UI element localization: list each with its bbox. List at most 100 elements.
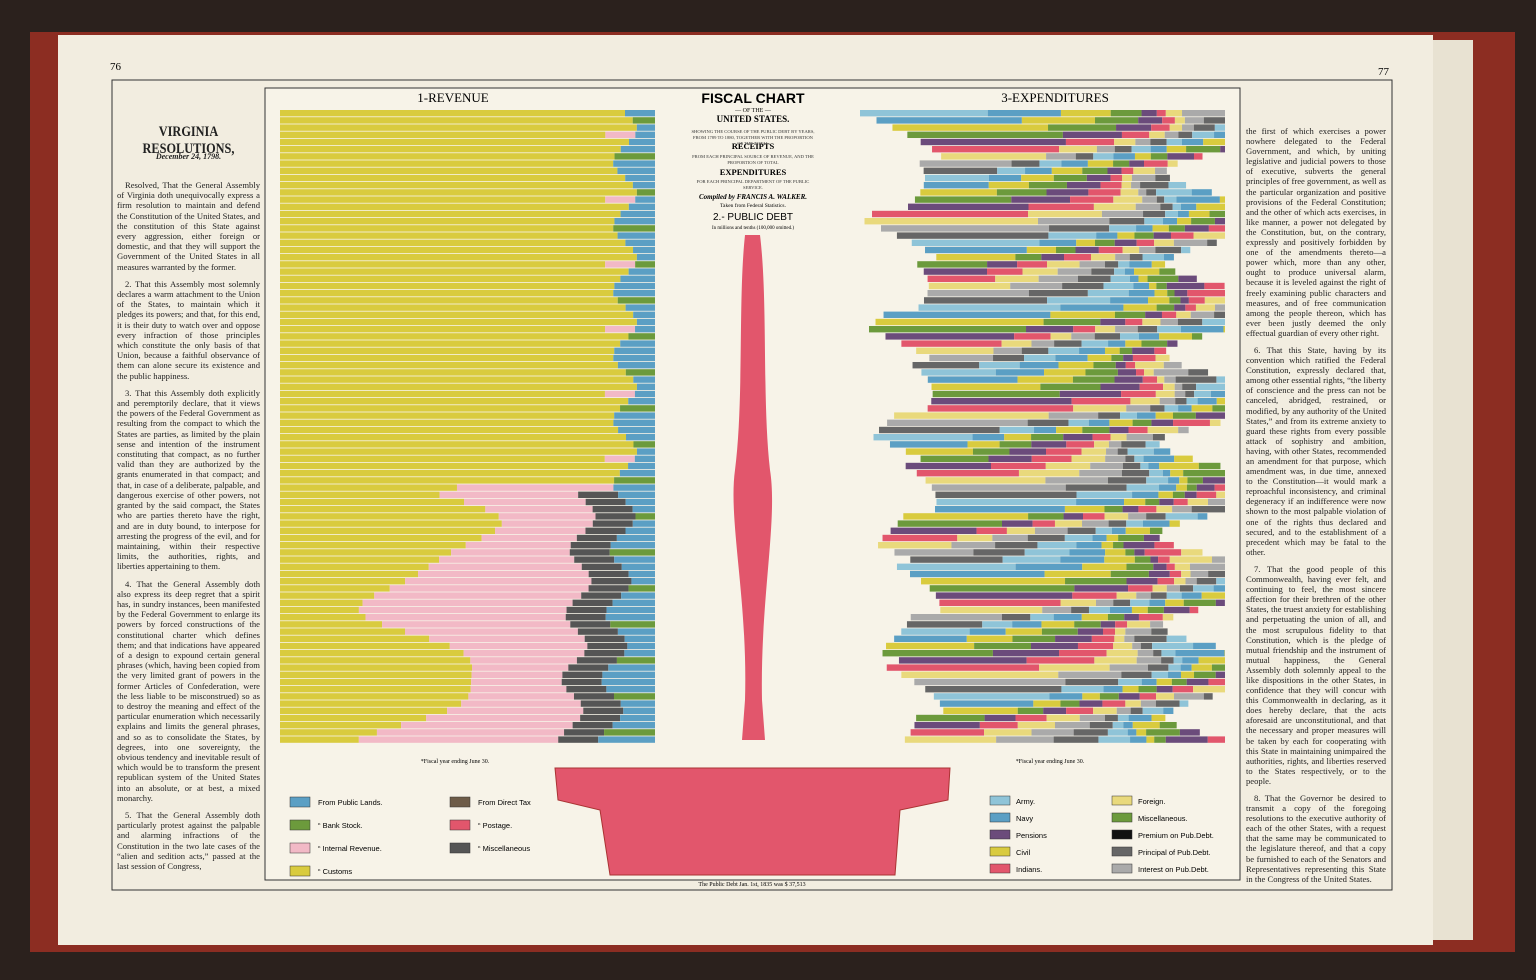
stripe (1060, 556, 1105, 563)
stripe (936, 498, 1077, 506)
legend-swatch (449, 796, 471, 808)
stripe (1182, 124, 1194, 131)
stripe (1175, 398, 1187, 405)
stripe (1108, 520, 1127, 527)
stripe (605, 326, 636, 333)
stripe (621, 592, 655, 599)
paragraph: 6. That this State, having by its conven… (1246, 344, 1386, 557)
stripe (1170, 232, 1194, 239)
stripe (1135, 203, 1161, 210)
stripe (1111, 354, 1124, 362)
stripe (933, 693, 1050, 700)
stripe (1061, 686, 1104, 693)
stripe (1028, 210, 1102, 218)
stripe (941, 153, 1047, 160)
stripe (280, 318, 637, 326)
stripe (468, 693, 574, 700)
stripe (1179, 700, 1189, 707)
stripe (1208, 678, 1225, 686)
stripe (1104, 506, 1123, 513)
stripe (1113, 599, 1131, 606)
stripe (1162, 470, 1171, 477)
stripe (280, 268, 629, 275)
resolutions-date: December 24, 1798. (155, 152, 222, 161)
stripe (898, 657, 1027, 664)
stripe (1142, 254, 1164, 261)
stripe (280, 722, 402, 729)
stripe (280, 275, 621, 282)
stripe (1028, 290, 1088, 297)
stripe (882, 534, 958, 542)
text: In millions and tenths (100,000 omitted.… (712, 226, 794, 231)
legend-label: Army. (1016, 797, 1035, 806)
stripe (633, 311, 655, 318)
stripe (1138, 275, 1148, 282)
stripe (1121, 441, 1146, 448)
paragraph: 4. That the General Assembly doth also e… (117, 578, 260, 803)
stripe (280, 549, 452, 556)
stripe (610, 621, 655, 628)
stripe (984, 729, 1032, 736)
stripe (879, 426, 1000, 434)
stripe (280, 412, 615, 419)
paragraph: 2. That this Assembly most solemnly decl… (117, 278, 260, 381)
stripe (1114, 239, 1137, 246)
stripe (1095, 326, 1116, 333)
stripe (1142, 196, 1157, 203)
stripe (1138, 189, 1147, 196)
stripe (280, 326, 606, 333)
stripe (625, 369, 655, 376)
stripe (280, 520, 502, 527)
stripe (976, 527, 1007, 534)
stripe (979, 722, 1018, 729)
stripe (1129, 254, 1143, 261)
stripe (612, 599, 655, 606)
stripe (585, 527, 626, 534)
stripe (598, 736, 655, 743)
stripe (1017, 722, 1055, 729)
stripe (358, 606, 567, 614)
stripe (1054, 340, 1082, 347)
stripe (972, 448, 1010, 455)
stripe (1114, 311, 1146, 318)
stripe (604, 390, 635, 398)
stripe (919, 160, 1012, 167)
stripe (1101, 542, 1114, 549)
stripe (1203, 693, 1213, 700)
note: The Public Debt Jan. 1st, 1835 was $ 37,… (698, 881, 805, 888)
stripe (1001, 614, 1031, 621)
stripe (1137, 650, 1154, 657)
stripe (1113, 642, 1133, 650)
stripe (1117, 448, 1128, 455)
stripe (1203, 138, 1225, 146)
stripe (1130, 707, 1143, 714)
stripe (1155, 246, 1182, 254)
stripe (1136, 657, 1162, 664)
stripe (1144, 549, 1182, 556)
stripe (1173, 239, 1208, 246)
stripe (1031, 434, 1064, 441)
stripe (1001, 340, 1032, 347)
stripe (632, 520, 655, 527)
stripe (1043, 707, 1067, 714)
stripe (1093, 203, 1136, 210)
stripe (1191, 405, 1213, 412)
stripe (1196, 203, 1225, 210)
stripe (1167, 340, 1178, 347)
stripe (1057, 268, 1092, 275)
stripe (1157, 376, 1165, 383)
stripe (920, 189, 997, 196)
stripe (1071, 455, 1106, 462)
stripe (1159, 484, 1177, 491)
stripe (280, 621, 383, 628)
stripe (904, 736, 997, 743)
stripe (1165, 110, 1183, 117)
stripe (875, 318, 1044, 326)
stripe (991, 462, 1046, 470)
stripe (1156, 110, 1166, 117)
stripe (625, 174, 655, 182)
stripe (1126, 520, 1144, 527)
stripe (872, 210, 1029, 218)
stripe (1074, 585, 1129, 592)
stripe (1159, 722, 1177, 729)
